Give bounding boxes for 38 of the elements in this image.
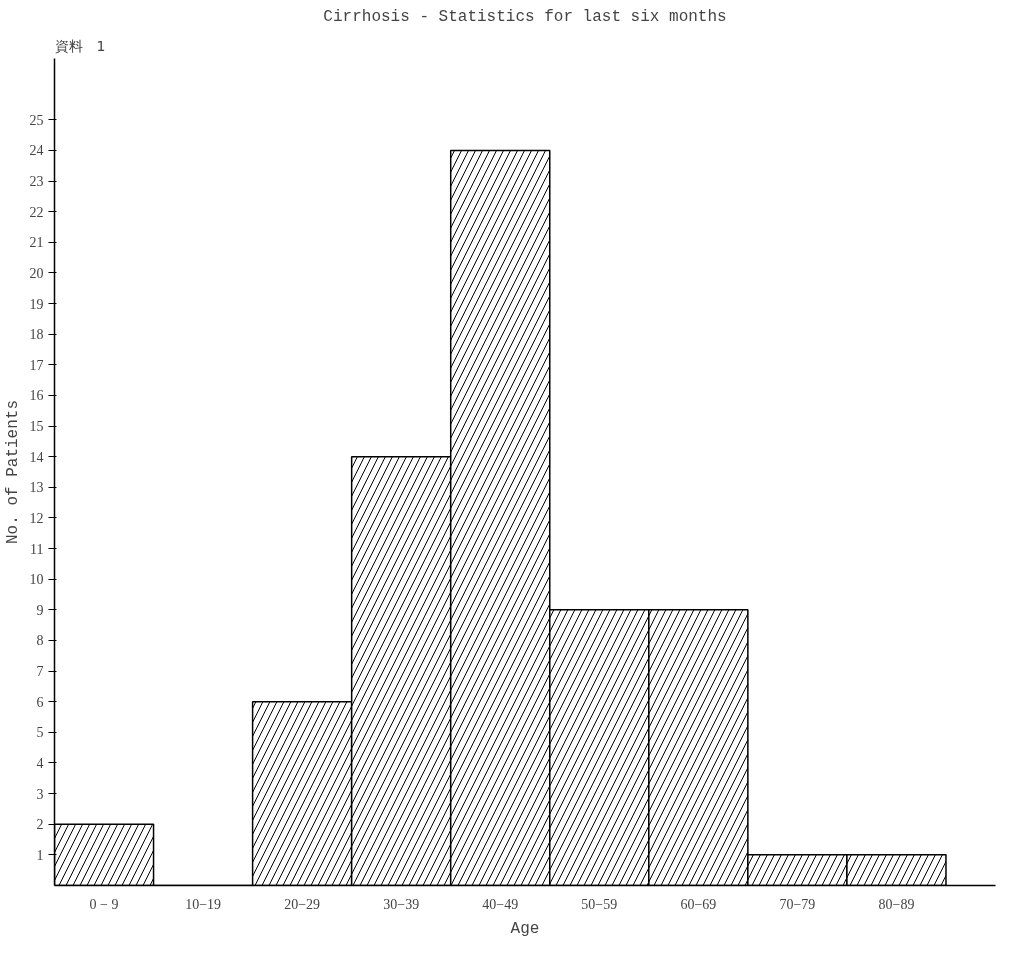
y-tick-label: 22 [29, 204, 44, 220]
x-tick-label: 30−39 [383, 896, 420, 912]
x-axis-title: Age [510, 919, 540, 938]
y-tick-label: 8 [36, 633, 44, 649]
y-tick-label: 11 [30, 541, 44, 557]
chart-title: Cirrhosis - Statistics for last six months [323, 7, 727, 26]
y-axis-title: No. of Patients [3, 399, 22, 545]
y-tick-label: 25 [29, 112, 44, 128]
y-tick-label: 1 [36, 847, 44, 863]
x-tick-label: 20−29 [284, 896, 321, 912]
x-tick-label: 50−59 [581, 896, 618, 912]
y-tick-label: 4 [36, 755, 44, 771]
y-tick-label: 15 [29, 419, 44, 435]
y-tick-label: 6 [36, 694, 44, 710]
x-tick-label: 60−69 [680, 896, 717, 912]
x-tick-label: 70−79 [779, 896, 816, 912]
y-tick-label: 21 [29, 235, 44, 251]
y-tick-label: 5 [36, 725, 44, 741]
y-tick-label: 13 [29, 480, 44, 496]
y-tick-label: 19 [29, 296, 44, 312]
x-tick-label: 40−49 [482, 896, 519, 912]
y-tick-label: 10 [29, 572, 44, 588]
text: 資料 1 [54, 37, 106, 54]
x-tick-label: 10−19 [185, 896, 222, 912]
y-tick-label: 3 [36, 786, 44, 802]
y-tick-label: 9 [36, 602, 44, 618]
y-tick-label: 24 [29, 143, 44, 159]
x-tick-label: 0 − 9 [89, 896, 119, 912]
x-tick-label: 80−89 [878, 896, 915, 912]
y-tick-label: 23 [29, 174, 44, 190]
y-tick-label: 2 [36, 817, 44, 833]
y-tick-label: 14 [29, 449, 44, 465]
y-tick-label: 17 [29, 357, 44, 373]
y-tick-label: 7 [36, 664, 44, 680]
y-tick-label: 16 [29, 388, 44, 404]
y-tick-label: 20 [29, 265, 44, 281]
y-tick-label: 18 [29, 327, 44, 343]
y-tick-label: 12 [29, 510, 44, 526]
